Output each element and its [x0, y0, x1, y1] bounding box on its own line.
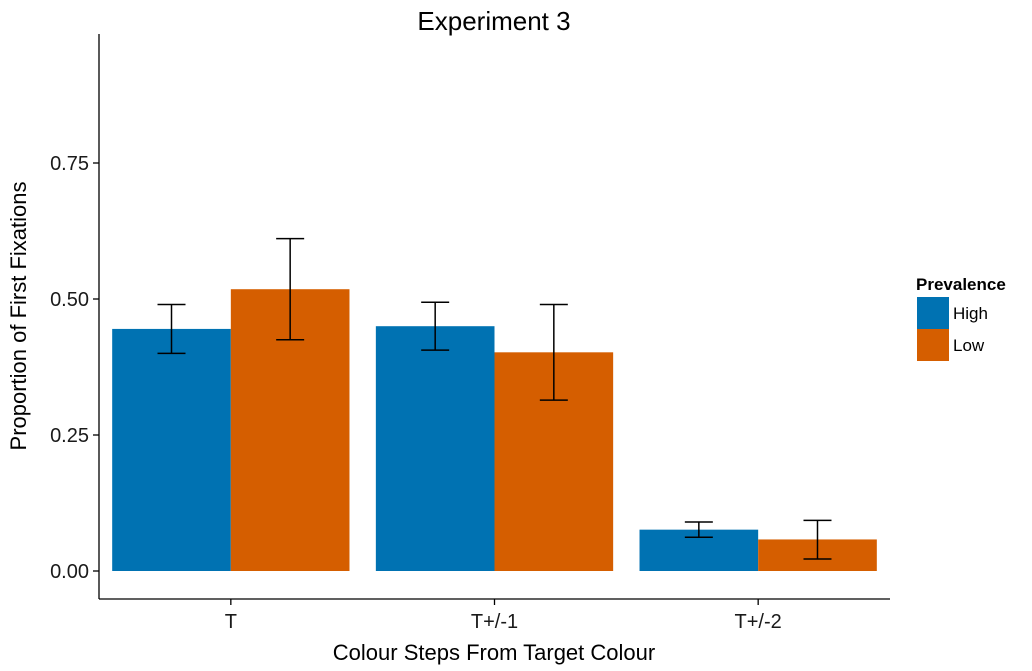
x-tick-label: T+/-2 [735, 611, 782, 633]
bar [375, 326, 495, 571]
x-axis: T T+/-1 T+/-2 [225, 599, 782, 633]
legend: Prevalence High Low [916, 275, 1006, 361]
legend-swatch [917, 329, 949, 361]
chart-title: Experiment 3 [417, 6, 570, 36]
bar [112, 328, 231, 571]
y-tick-label: 0.00 [50, 561, 89, 583]
x-tick-label: T+/-1 [471, 611, 518, 633]
legend-label: Low [953, 336, 985, 355]
x-axis-title: Colour Steps From Target Colour [333, 640, 655, 665]
y-tick-label: 0.25 [50, 425, 89, 447]
legend-title: Prevalence [916, 275, 1006, 294]
plot-area [112, 237, 877, 571]
y-tick-label: 0.50 [50, 289, 89, 311]
y-tick-label: 0.75 [50, 153, 89, 175]
legend-label: High [953, 304, 988, 323]
legend-swatch [917, 297, 949, 329]
y-axis: 0.00 0.25 0.50 0.75 [50, 153, 99, 583]
x-tick-label: T [225, 611, 237, 633]
y-axis-title: Proportion of First Fixations [6, 182, 31, 451]
